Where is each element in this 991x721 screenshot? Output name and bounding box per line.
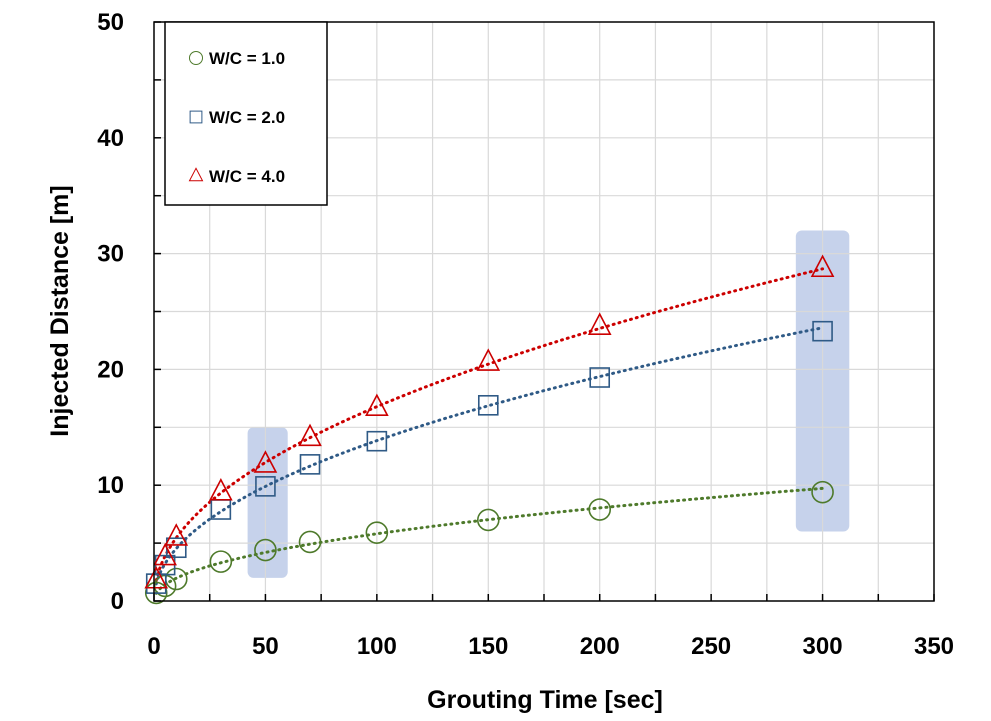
- square-marker-series-2: [812, 320, 833, 342]
- legend-marker-2: [189, 110, 203, 124]
- x-tick-label: 250: [691, 633, 731, 660]
- triangle-marker-series-3: [476, 348, 501, 371]
- triangle-marker-series-3: [365, 393, 389, 417]
- x-axis-title: Grouting Time [sec]: [427, 686, 663, 714]
- circle-marker-series-1: [209, 550, 233, 573]
- y-axis-title: Injected Distance [m]: [46, 185, 74, 436]
- circle-marker-series-1: [254, 538, 277, 562]
- triangle-marker-series-3: [144, 566, 169, 589]
- triangle-marker-series-3: [298, 423, 322, 447]
- triangle-marker-series-3: [153, 542, 177, 566]
- circle-marker-series-1: [476, 508, 500, 532]
- legend: W/C = 1.0 W/C = 2.0 W/C = 4.0: [164, 21, 328, 206]
- triangle-marker-series-3: [587, 312, 612, 335]
- trendline-1: [154, 486, 825, 595]
- square-marker-series-2: [589, 367, 611, 388]
- x-tick-label: 200: [580, 633, 620, 660]
- x-tick-label: 100: [357, 633, 397, 660]
- circle-marker-series-1: [811, 480, 834, 504]
- y-tick-label: 40: [97, 125, 124, 152]
- trendline-2: [154, 326, 825, 586]
- data-markers: [144, 254, 835, 605]
- circle-marker-series-1: [365, 521, 389, 544]
- triangle-marker-series-3: [164, 523, 189, 546]
- y-tick-label: 30: [97, 241, 124, 268]
- y-tick-label: 10: [97, 472, 124, 499]
- highlight-bands: [247, 230, 850, 578]
- legend-items: W/C = 1.0 W/C = 2.0 W/C = 4.0: [188, 49, 285, 186]
- square-marker-series-2: [255, 476, 276, 497]
- trendline-3: [154, 267, 825, 582]
- highlight-band-1: [247, 427, 288, 578]
- square-marker-series-2: [477, 394, 499, 416]
- triangle-marker-series-3: [209, 478, 233, 501]
- x-tick-label: 50: [252, 633, 279, 660]
- y-tick-label: 20: [97, 356, 124, 383]
- tick-labels: 0 50 100 150 200 250 300 350 0 10 20 30 40 50: [97, 9, 954, 660]
- legend-label-1: W/C = 1.0: [209, 49, 285, 68]
- legend-label-3: W/C = 4.0: [209, 167, 285, 186]
- x-tick-label: 300: [803, 633, 843, 660]
- circle-marker-series-1: [588, 498, 612, 521]
- legend-label-2: W/C = 2.0: [209, 108, 285, 127]
- x-tick-label: 350: [914, 633, 954, 660]
- square-marker-series-2: [366, 430, 388, 452]
- legend-marker-3: [188, 167, 204, 182]
- legend-marker-1: [188, 50, 204, 66]
- triangle-marker-series-3: [810, 254, 835, 278]
- y-tick-label: 0: [111, 588, 124, 615]
- square-marker-series-2: [299, 454, 321, 475]
- trendlines: [154, 267, 825, 595]
- x-tick-label: 0: [147, 633, 160, 660]
- y-tick-label: 50: [97, 9, 124, 36]
- circle-marker-series-1: [298, 530, 322, 554]
- triangle-marker-series-3: [253, 450, 278, 473]
- axis-ticks: [153, 21, 935, 602]
- circle-marker-series-1: [144, 581, 168, 605]
- x-tick-label: 150: [468, 633, 508, 660]
